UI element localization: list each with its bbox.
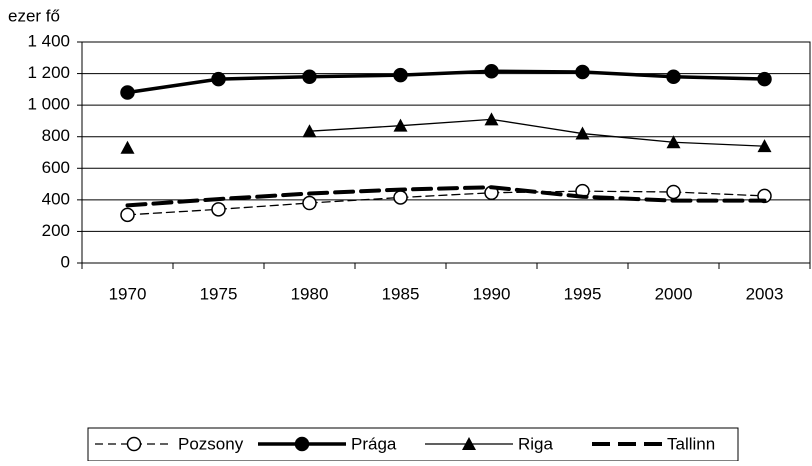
series-line: [308, 118, 766, 147]
x-tick-label: 1980: [291, 284, 329, 303]
marker: [393, 67, 408, 83]
y-tick-label: 800: [42, 126, 70, 145]
x-tick-label: 2003: [746, 284, 784, 303]
x-tick-label: 2000: [655, 284, 693, 303]
marker: [120, 85, 135, 100]
x-tick-label: 1990: [473, 284, 511, 303]
legend-item: Prága: [258, 434, 397, 453]
legend-label: Prága: [351, 434, 397, 453]
y-tick-label: 1 400: [27, 31, 70, 50]
marker: [211, 202, 226, 217]
marker: [757, 71, 772, 87]
legend-item: Tallinn: [592, 434, 715, 453]
y-axis-label: ezer fő: [8, 6, 60, 25]
legend-item: Pozsony: [95, 434, 244, 453]
marker: [120, 140, 135, 154]
marker: [302, 124, 317, 138]
marker: [666, 69, 681, 84]
marker: [294, 436, 310, 452]
marker: [302, 195, 317, 211]
marker: [575, 64, 590, 80]
legend-item: Riga: [425, 434, 554, 453]
x-tick-label: 1975: [200, 284, 238, 303]
legend-label: Tallinn: [667, 434, 715, 453]
series-line: [126, 190, 766, 216]
y-tick-label: 400: [42, 189, 70, 208]
legend-label: Riga: [518, 434, 554, 453]
marker: [666, 184, 681, 200]
y-tick-label: 0: [61, 252, 70, 271]
marker: [757, 139, 772, 153]
marker: [666, 135, 681, 149]
series-line: [125, 69, 767, 95]
y-tick-label: 200: [42, 221, 70, 240]
marker: [211, 71, 226, 87]
legend-label: Pozsony: [178, 434, 244, 453]
marker: [484, 63, 499, 79]
marker: [462, 437, 476, 450]
marker: [393, 118, 408, 132]
marker: [393, 190, 408, 205]
marker: [126, 436, 142, 452]
y-tick-label: 600: [42, 158, 70, 177]
marker: [302, 69, 317, 84]
y-tick-label: 1 000: [27, 95, 70, 114]
x-tick-label: 1970: [109, 284, 147, 303]
marker: [120, 207, 135, 223]
marker: [575, 126, 590, 140]
x-tick-label: 1995: [564, 284, 602, 303]
x-tick-label: 1985: [382, 284, 420, 303]
series-line: [125, 185, 767, 208]
y-tick-label: 1 200: [27, 63, 70, 82]
marker: [484, 112, 499, 126]
